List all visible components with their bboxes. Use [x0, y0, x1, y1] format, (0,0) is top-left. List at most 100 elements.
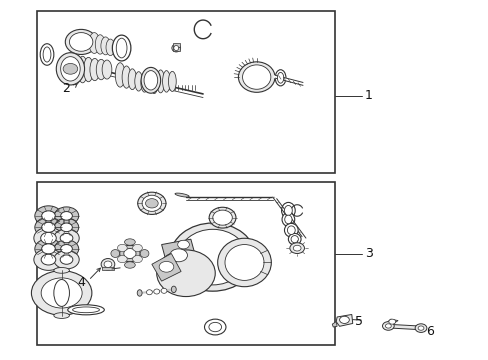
Ellipse shape	[122, 66, 131, 88]
Circle shape	[54, 250, 79, 269]
Ellipse shape	[135, 72, 142, 91]
Ellipse shape	[115, 63, 125, 87]
Ellipse shape	[275, 70, 285, 86]
Ellipse shape	[123, 248, 136, 258]
Ellipse shape	[102, 60, 112, 79]
Ellipse shape	[69, 33, 93, 51]
Ellipse shape	[162, 71, 170, 92]
Circle shape	[41, 244, 55, 254]
Ellipse shape	[65, 30, 97, 54]
Ellipse shape	[54, 313, 69, 319]
Ellipse shape	[73, 307, 99, 313]
Circle shape	[54, 207, 79, 225]
Ellipse shape	[171, 286, 176, 293]
Circle shape	[41, 232, 56, 244]
Ellipse shape	[141, 67, 160, 93]
Ellipse shape	[104, 261, 112, 267]
Bar	[172, 43, 179, 46]
Ellipse shape	[116, 38, 127, 58]
Circle shape	[41, 211, 55, 221]
Ellipse shape	[71, 55, 81, 84]
Ellipse shape	[111, 249, 120, 257]
Text: 2: 2	[62, 82, 70, 95]
Circle shape	[385, 324, 390, 328]
Ellipse shape	[224, 244, 264, 280]
Circle shape	[159, 261, 173, 272]
Circle shape	[31, 271, 92, 315]
Ellipse shape	[120, 245, 140, 262]
Circle shape	[61, 212, 72, 220]
Ellipse shape	[144, 71, 158, 90]
Ellipse shape	[142, 195, 161, 211]
Text: 1: 1	[364, 89, 372, 102]
Text: 3: 3	[364, 247, 372, 260]
Ellipse shape	[112, 35, 131, 61]
Ellipse shape	[178, 229, 246, 285]
Circle shape	[388, 319, 395, 324]
Bar	[37, 182, 334, 345]
Polygon shape	[335, 315, 352, 326]
Ellipse shape	[157, 70, 164, 93]
Bar	[37, 12, 334, 173]
Circle shape	[60, 233, 73, 243]
Ellipse shape	[290, 235, 298, 243]
Ellipse shape	[68, 305, 104, 315]
Ellipse shape	[40, 44, 54, 65]
Ellipse shape	[281, 202, 295, 219]
Polygon shape	[331, 321, 336, 327]
Circle shape	[54, 240, 79, 258]
Ellipse shape	[95, 35, 105, 54]
Ellipse shape	[170, 223, 255, 291]
Circle shape	[35, 239, 62, 259]
Circle shape	[177, 240, 189, 249]
Ellipse shape	[161, 288, 166, 293]
Ellipse shape	[146, 290, 152, 295]
Ellipse shape	[154, 289, 159, 294]
Ellipse shape	[171, 44, 180, 52]
Circle shape	[382, 321, 393, 330]
Ellipse shape	[89, 33, 100, 53]
Circle shape	[54, 229, 79, 247]
Text: 5: 5	[354, 315, 363, 328]
Ellipse shape	[128, 69, 136, 90]
Circle shape	[208, 322, 221, 332]
Ellipse shape	[284, 206, 292, 216]
Ellipse shape	[284, 215, 291, 224]
Circle shape	[35, 217, 62, 237]
Circle shape	[117, 244, 127, 252]
Ellipse shape	[106, 39, 115, 55]
Ellipse shape	[83, 57, 93, 82]
Circle shape	[204, 319, 225, 335]
Circle shape	[34, 249, 63, 270]
Ellipse shape	[293, 245, 301, 251]
Ellipse shape	[141, 74, 148, 92]
Ellipse shape	[288, 233, 301, 245]
Circle shape	[61, 244, 72, 253]
Ellipse shape	[150, 69, 158, 94]
Ellipse shape	[157, 250, 215, 297]
Ellipse shape	[282, 213, 294, 226]
Ellipse shape	[238, 62, 274, 92]
Circle shape	[35, 206, 62, 226]
Circle shape	[417, 326, 423, 330]
Ellipse shape	[217, 238, 271, 287]
Ellipse shape	[242, 65, 270, 89]
Circle shape	[132, 256, 142, 263]
Ellipse shape	[175, 193, 189, 197]
Ellipse shape	[168, 71, 176, 91]
Circle shape	[145, 199, 158, 208]
Polygon shape	[384, 319, 397, 325]
Ellipse shape	[124, 262, 135, 268]
Polygon shape	[384, 324, 424, 330]
Polygon shape	[161, 239, 198, 271]
Circle shape	[339, 316, 348, 323]
Ellipse shape	[138, 192, 165, 215]
Ellipse shape	[101, 37, 110, 55]
Ellipse shape	[101, 258, 115, 270]
Ellipse shape	[212, 210, 232, 225]
Polygon shape	[152, 253, 181, 281]
Ellipse shape	[56, 53, 84, 85]
Ellipse shape	[96, 59, 106, 80]
Ellipse shape	[173, 45, 178, 50]
Circle shape	[41, 278, 82, 308]
